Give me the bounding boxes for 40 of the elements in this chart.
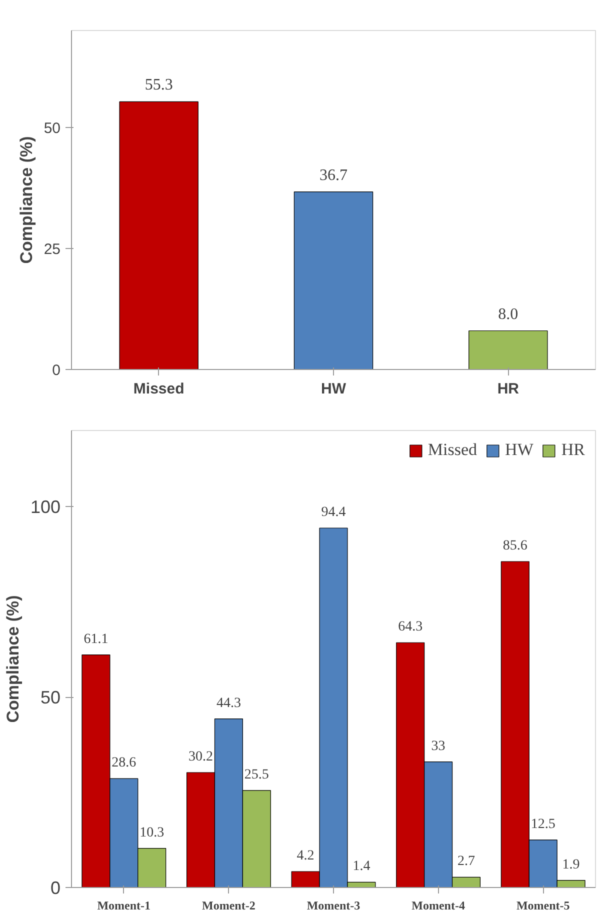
legend-label: Missed <box>428 440 478 460</box>
y-tick-label: 50 <box>40 688 61 708</box>
x-tick-label: Moment-3 <box>306 898 360 912</box>
x-tick-label: Moment-5 <box>516 898 570 912</box>
data-label: 25.5 <box>244 767 269 782</box>
x-tick-label: HR <box>497 380 520 398</box>
data-label: 4.2 <box>296 848 314 864</box>
data-label: 94.4 <box>321 504 346 520</box>
x-tick-label: Moment-1 <box>97 898 151 912</box>
data-label: 8.0 <box>498 306 518 323</box>
data-label: 33 <box>431 738 446 754</box>
data-label: 61.1 <box>84 632 108 647</box>
x-tick-label: Missed <box>133 380 184 398</box>
data-label: 10.3 <box>140 825 164 840</box>
data-label: 1.9 <box>562 857 580 872</box>
data-label: 1.4 <box>352 859 370 874</box>
data-label: 44.3 <box>216 696 241 711</box>
data-label: 85.6 <box>502 538 528 554</box>
y-tick-label: 100 <box>30 497 61 518</box>
y-tick-label: 0 <box>50 878 61 898</box>
x-tick-label: Moment-4 <box>412 898 465 912</box>
y-axis-title: Compliance (%) <box>3 595 22 723</box>
bar <box>468 330 548 370</box>
data-label: 28.6 <box>112 756 136 771</box>
data-label: 30.2 <box>188 749 214 764</box>
x-tick-label: Moment-2 <box>202 898 256 912</box>
bar <box>119 101 198 370</box>
y-tick-label: 0 <box>52 362 60 379</box>
data-label: 55.3 <box>144 76 173 94</box>
data-label: 64.3 <box>398 620 423 635</box>
data-label: 36.7 <box>320 166 348 184</box>
y-tick-label: 50 <box>44 120 61 137</box>
legend-label: HW <box>505 440 534 460</box>
y-axis-title: Compliance (%) <box>16 136 36 264</box>
bar <box>294 191 374 370</box>
y-tick-label: 25 <box>44 240 61 258</box>
x-tick-label: HW <box>321 380 347 398</box>
data-label: 12.5 <box>530 816 556 832</box>
legend-label: HR <box>561 440 585 460</box>
data-label: 2.7 <box>457 854 475 870</box>
